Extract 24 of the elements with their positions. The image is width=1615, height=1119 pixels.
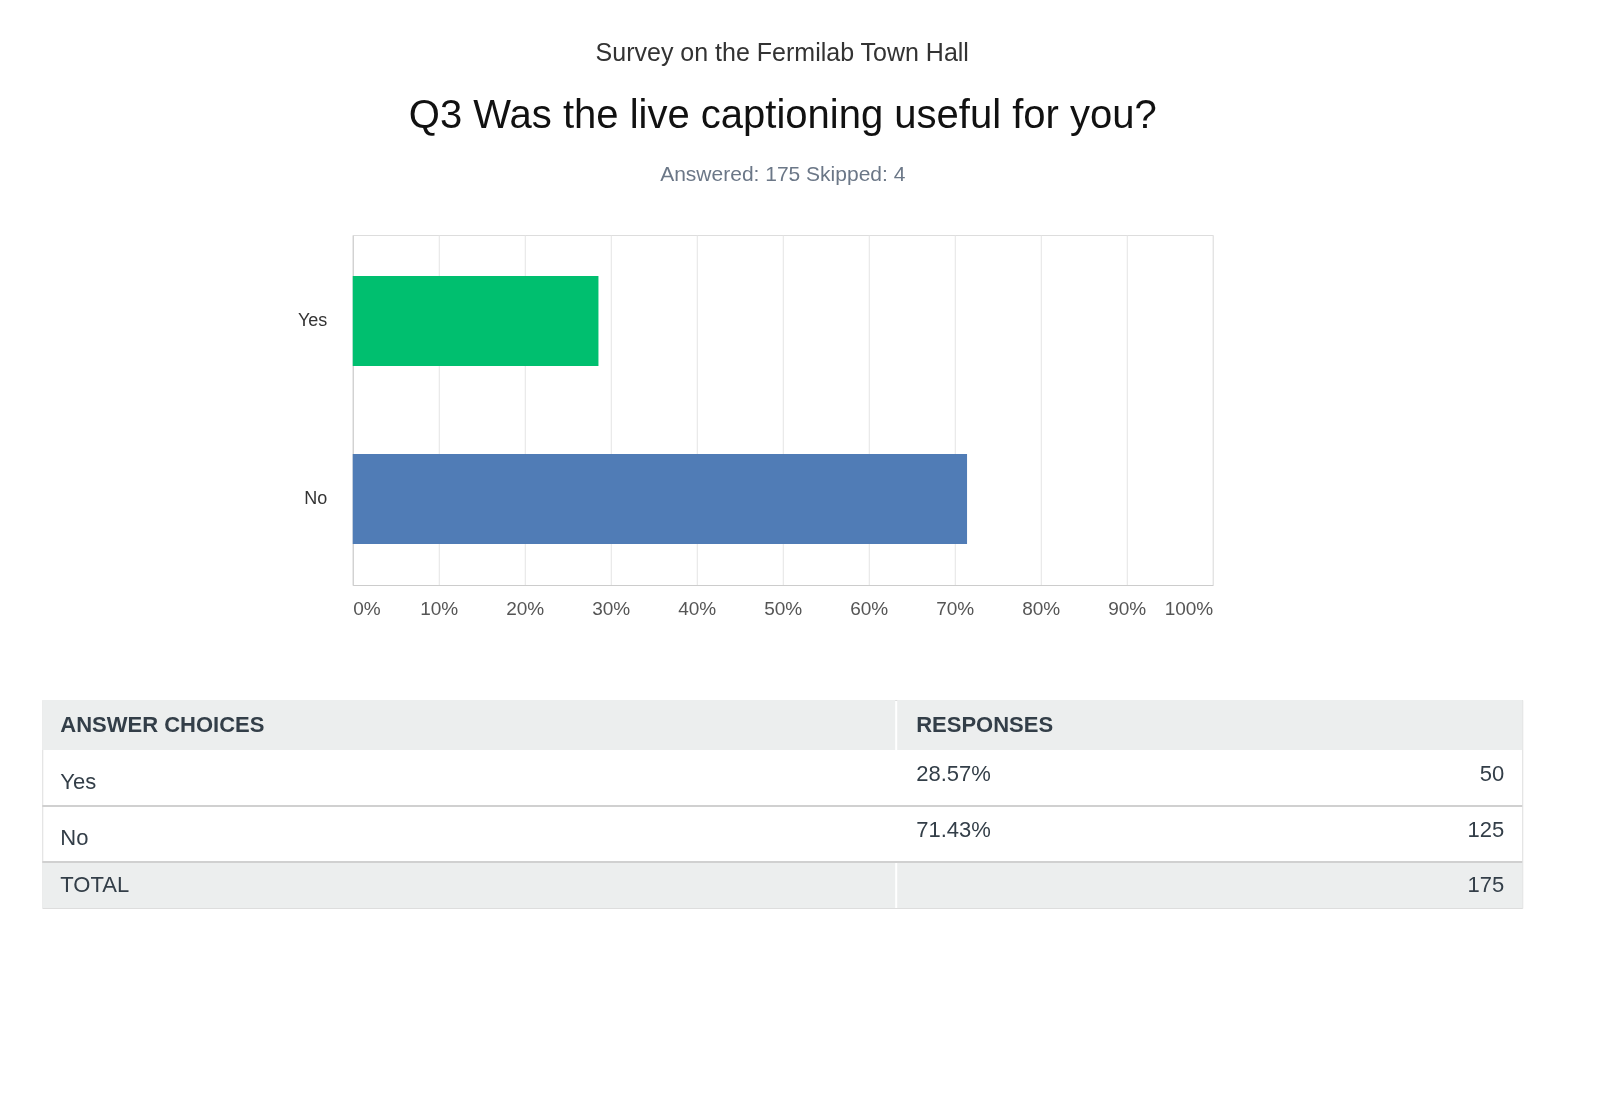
text: 28.57% xyxy=(916,761,991,786)
x-tick-label: 30% xyxy=(592,597,631,619)
chart-subtitle: Answered: 175 Skipped: 4 xyxy=(660,162,906,185)
x-tick-label: 90% xyxy=(1108,597,1147,619)
category-label: Yes xyxy=(60,769,97,794)
x-tick-label: 10% xyxy=(420,597,459,619)
text: Survey on the Fermilab Town Hall xyxy=(595,37,969,66)
text: 50 xyxy=(1479,761,1505,786)
x-tick-label: 60% xyxy=(850,597,889,619)
x-tick-label: 70% xyxy=(936,597,975,619)
text: RESPONSES xyxy=(916,712,1054,737)
text: ANSWER CHOICES xyxy=(60,712,265,737)
x-tick-label: 0% xyxy=(353,597,381,619)
text: 175 xyxy=(1467,872,1505,897)
chart-title: Q3 Was the live captioning useful for you? xyxy=(408,92,1157,136)
text: 125 xyxy=(1467,817,1505,842)
x-tick-label: 80% xyxy=(1022,597,1061,619)
text: TOTAL xyxy=(60,872,130,897)
x-tick-label: 100% xyxy=(1164,597,1214,619)
text: 71.43% xyxy=(916,817,991,842)
category-label: No xyxy=(60,825,89,850)
x-tick-label: 50% xyxy=(764,597,803,619)
x-tick-label: 20% xyxy=(506,597,545,619)
x-tick-label: 40% xyxy=(678,597,717,619)
